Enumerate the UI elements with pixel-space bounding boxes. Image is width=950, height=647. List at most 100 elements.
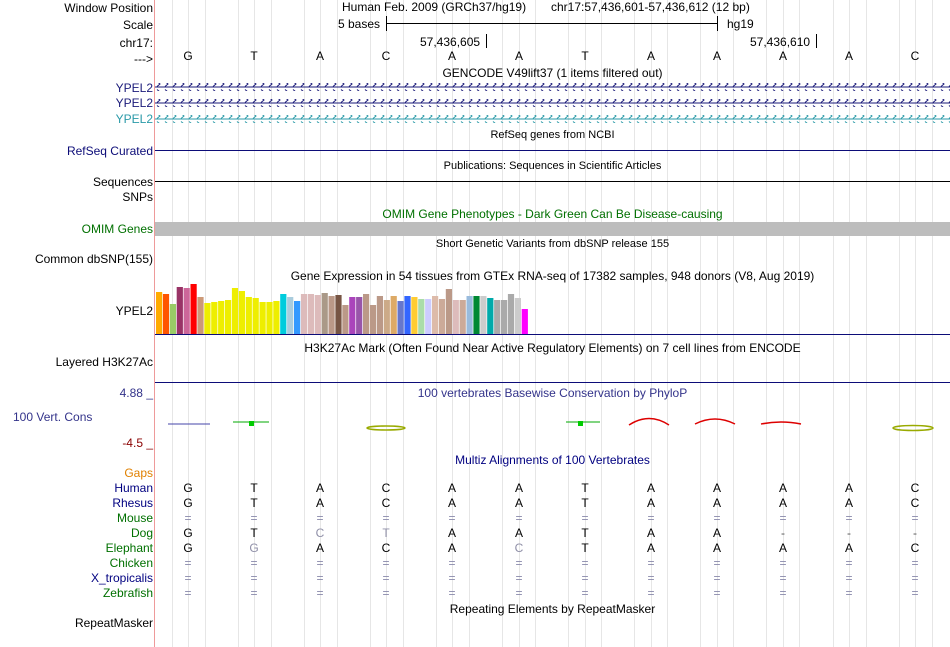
- alignment-base: =: [448, 586, 456, 600]
- gtex-bar[interactable]: [190, 284, 197, 334]
- snps-label[interactable]: SNPs: [122, 190, 153, 204]
- gtex-bar[interactable]: [363, 294, 370, 334]
- species-label-elephant[interactable]: Elephant: [105, 541, 153, 555]
- omim-label[interactable]: OMIM Genes: [81, 222, 153, 236]
- gtex-bar[interactable]: [252, 298, 259, 334]
- gtex-bar[interactable]: [169, 304, 176, 334]
- sequences-label[interactable]: Sequences: [92, 175, 153, 189]
- gtex-bar[interactable]: [466, 296, 473, 334]
- species-label-zebrafish[interactable]: Zebrafish: [102, 586, 153, 600]
- refseq-label[interactable]: RefSeq Curated: [66, 144, 153, 158]
- species-label-human[interactable]: Human: [114, 481, 153, 495]
- gaps-label[interactable]: Gaps: [124, 466, 153, 480]
- gtex-bar[interactable]: [287, 297, 294, 334]
- species-label-mouse[interactable]: Mouse: [116, 511, 153, 525]
- gtex-bar[interactable]: [266, 302, 273, 334]
- gtex-bar[interactable]: [342, 305, 349, 334]
- gtex-bar[interactable]: [307, 294, 314, 334]
- gtex-bar[interactable]: [501, 300, 508, 334]
- gtex-bar[interactable]: [280, 294, 287, 334]
- gtex-bar-chart[interactable]: [155, 283, 950, 335]
- gtex-bar[interactable]: [521, 309, 528, 334]
- gtex-bar[interactable]: [507, 294, 515, 334]
- repeat-title[interactable]: Repeating Elements by RepeatMasker: [449, 602, 656, 616]
- gtex-bar[interactable]: [459, 300, 466, 334]
- species-label-chicken[interactable]: Chicken: [109, 556, 153, 570]
- alignment-base: =: [316, 571, 324, 585]
- ypel2-label-2[interactable]: YPEL2: [115, 96, 153, 110]
- gtex-title[interactable]: Gene Expression in 54 tissues from GTEx …: [290, 269, 815, 283]
- gtex-bar[interactable]: [452, 300, 459, 334]
- grid-line: [866, 0, 867, 647]
- omim-title[interactable]: OMIM Gene Phenotypes - Dark Green Can Be…: [382, 207, 723, 221]
- gtex-bar[interactable]: [411, 297, 418, 334]
- gtex-bar[interactable]: [218, 301, 225, 334]
- gtex-bar[interactable]: [238, 291, 245, 334]
- alignment-base: =: [515, 556, 523, 570]
- gtex-bar[interactable]: [425, 299, 432, 334]
- gtex-bar[interactable]: [211, 302, 218, 334]
- gtex-bar[interactable]: [231, 288, 239, 334]
- gtex-label[interactable]: YPEL2: [115, 304, 153, 318]
- gtex-bar[interactable]: [321, 293, 328, 334]
- gtex-bar[interactable]: [356, 297, 363, 334]
- gtex-bar[interactable]: [432, 296, 439, 334]
- gtex-bar[interactable]: [335, 295, 342, 334]
- ypel2-label-1[interactable]: YPEL2: [115, 81, 153, 95]
- gtex-bar[interactable]: [418, 299, 425, 334]
- gtex-bar[interactable]: [314, 295, 321, 334]
- gtex-bar[interactable]: [245, 297, 252, 334]
- gtex-bar[interactable]: [156, 292, 163, 334]
- gtex-bar[interactable]: [390, 296, 397, 334]
- gtex-bar[interactable]: [273, 301, 280, 334]
- h3k27ac-label[interactable]: Layered H3K27Ac: [55, 355, 153, 369]
- phylop-title[interactable]: 100 vertebrates Basewise Conservation by…: [417, 386, 688, 400]
- gtex-bar[interactable]: [176, 287, 183, 334]
- gtex-bar[interactable]: [487, 298, 494, 334]
- dbsnp-title[interactable]: Short Genetic Variants from dbSNP releas…: [435, 238, 670, 250]
- gtex-bar[interactable]: [294, 301, 301, 334]
- species-label-x_tropicalis[interactable]: X_tropicalis: [90, 571, 153, 585]
- gencode-transcripts[interactable]: [155, 80, 950, 126]
- grid-line: [238, 0, 239, 647]
- gtex-bar[interactable]: [514, 298, 521, 334]
- species-label-dog[interactable]: Dog: [130, 526, 153, 540]
- gtex-bar[interactable]: [328, 296, 335, 334]
- pubs-title[interactable]: Publications: Sequences in Scientific Ar…: [443, 160, 662, 172]
- gtex-bar[interactable]: [480, 296, 487, 334]
- phylop-label[interactable]: 100 Vert. Cons: [13, 410, 93, 424]
- refseq-title[interactable]: RefSeq genes from NCBI: [490, 129, 615, 141]
- h3k27ac-title[interactable]: H3K27Ac Mark (Often Found Near Active Re…: [304, 341, 801, 355]
- gtex-bar[interactable]: [225, 300, 232, 334]
- gtex-bar[interactable]: [397, 301, 404, 334]
- gtex-bar[interactable]: [183, 288, 190, 334]
- gtex-bar[interactable]: [404, 296, 411, 334]
- gtex-bar[interactable]: [204, 303, 211, 334]
- ypel2-label-3[interactable]: YPEL2: [115, 112, 153, 126]
- refseq-feature[interactable]: [155, 150, 950, 151]
- gtex-bar[interactable]: [369, 305, 377, 334]
- gtex-bar[interactable]: [383, 300, 390, 334]
- gtex-bar[interactable]: [438, 299, 446, 334]
- alignment-base: =: [184, 556, 192, 570]
- gtex-bar[interactable]: [300, 294, 308, 334]
- gtex-bar[interactable]: [494, 300, 501, 334]
- gtex-bar[interactable]: [259, 302, 266, 334]
- coord-label-1: 57,436,605: [420, 35, 481, 49]
- omim-feature[interactable]: [155, 222, 950, 236]
- gtex-bar[interactable]: [162, 294, 170, 334]
- dbsnp-label[interactable]: Common dbSNP(155): [34, 252, 153, 266]
- gtex-bar[interactable]: [349, 297, 356, 334]
- gtex-bar[interactable]: [376, 296, 383, 334]
- gencode-title[interactable]: GENCODE V49lift37 (1 items filtered out): [442, 66, 663, 80]
- gtex-bar[interactable]: [197, 297, 204, 334]
- species-label-rhesus[interactable]: Rhesus: [112, 496, 153, 510]
- window-position[interactable]: chr17:57,436,601-57,436,612 (12 bp): [551, 0, 750, 14]
- gtex-bar[interactable]: [473, 296, 480, 334]
- repeat-label[interactable]: RepeatMasker: [74, 616, 153, 630]
- multiz-title[interactable]: Multiz Alignments of 100 Vertebrates: [455, 453, 650, 467]
- phylop-signal[interactable]: [155, 410, 950, 436]
- alignment-base: A: [447, 481, 456, 495]
- gtex-bar[interactable]: [445, 289, 452, 334]
- publications-feature[interactable]: [155, 181, 950, 182]
